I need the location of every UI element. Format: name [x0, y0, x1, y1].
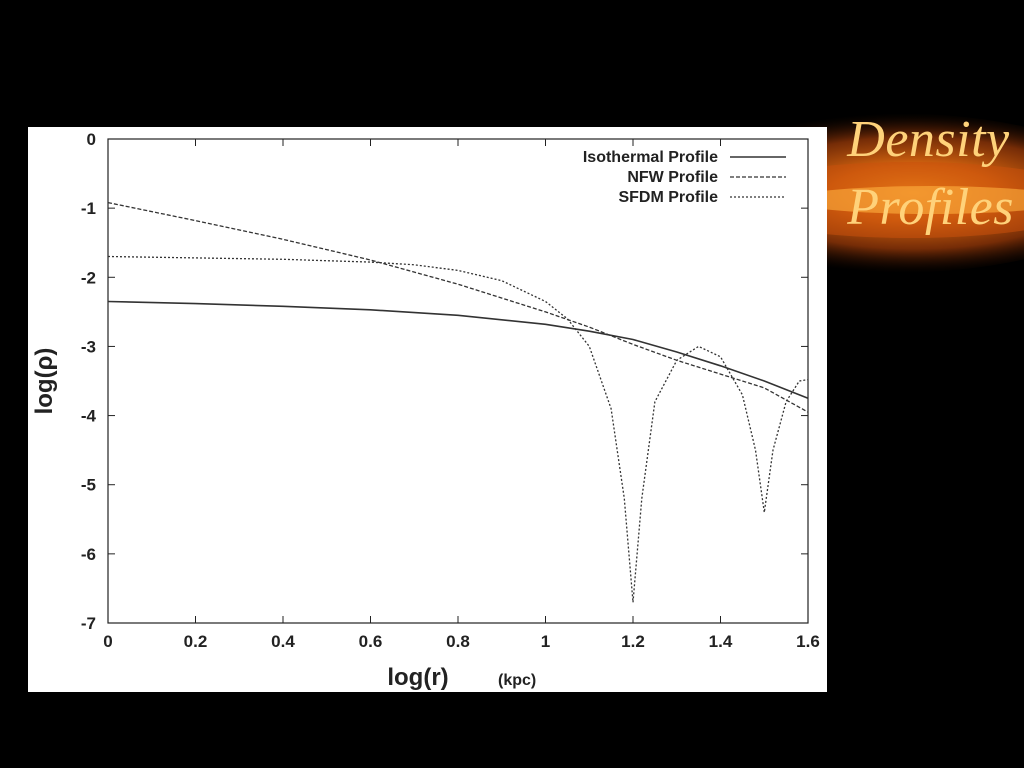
legend-label: Isothermal Profile	[583, 149, 718, 166]
x-tick-label: 0.4	[271, 632, 295, 651]
axes: 0 0.2 0.4 0.6 0.8 1 1.2 1.4 1.6 0 -1 -2 -3 -4 -5 -6 -7 lo…	[31, 130, 820, 691]
slide-title: Density Profiles	[847, 106, 1014, 242]
x-axis-label: log(r)	[387, 664, 448, 691]
series-line-isothermal-profile	[107, 300, 809, 400]
y-tick-label: -4	[81, 407, 97, 426]
y-tick-label: -1	[81, 199, 96, 218]
y-tick-label: -6	[81, 545, 96, 564]
x-tick-label: 0	[103, 632, 112, 651]
y-tick-label: -2	[81, 268, 96, 287]
x-tick-label: 1.2	[621, 632, 645, 651]
y-tick-label: -7	[81, 614, 96, 633]
x-tick-label: 0.6	[359, 632, 383, 651]
legend-label: NFW Profile	[627, 169, 718, 186]
x-tick-label: 1.6	[796, 632, 820, 651]
y-tick-label: -5	[81, 476, 96, 495]
y-tick-label: 0	[87, 130, 96, 149]
x-tick-label: 1	[541, 632, 550, 651]
legend: Isothermal Profile NFW Profile SFDM Profil…	[583, 149, 786, 206]
y-tick-label: -3	[81, 337, 96, 356]
x-tick-label: 0.2	[184, 632, 208, 651]
x-axis-unit: (kpc)	[498, 672, 536, 689]
series-line-nfw-profile	[107, 201, 809, 413]
x-tick-label: 1.4	[709, 632, 733, 651]
title-line-1: Density	[847, 111, 1010, 168]
x-tick-label: 0.8	[446, 632, 470, 651]
y-axis-label: log(ρ)	[31, 348, 58, 415]
chart-panel: 0 0.2 0.4 0.6 0.8 1 1.2 1.4 1.6 0 -1 -2 -3 -4 -5 -6 -7 lo…	[28, 127, 827, 692]
series-line-sfdm-profile	[107, 255, 809, 603]
title-line-2: Profiles	[847, 179, 1014, 236]
series-lines	[107, 201, 809, 603]
density-chart: 0 0.2 0.4 0.6 0.8 1 1.2 1.4 1.6 0 -1 -2 -3 -4 -5 -6 -7 lo…	[31, 130, 820, 691]
legend-label: SFDM Profile	[618, 189, 718, 206]
plot-frame	[107, 138, 809, 624]
